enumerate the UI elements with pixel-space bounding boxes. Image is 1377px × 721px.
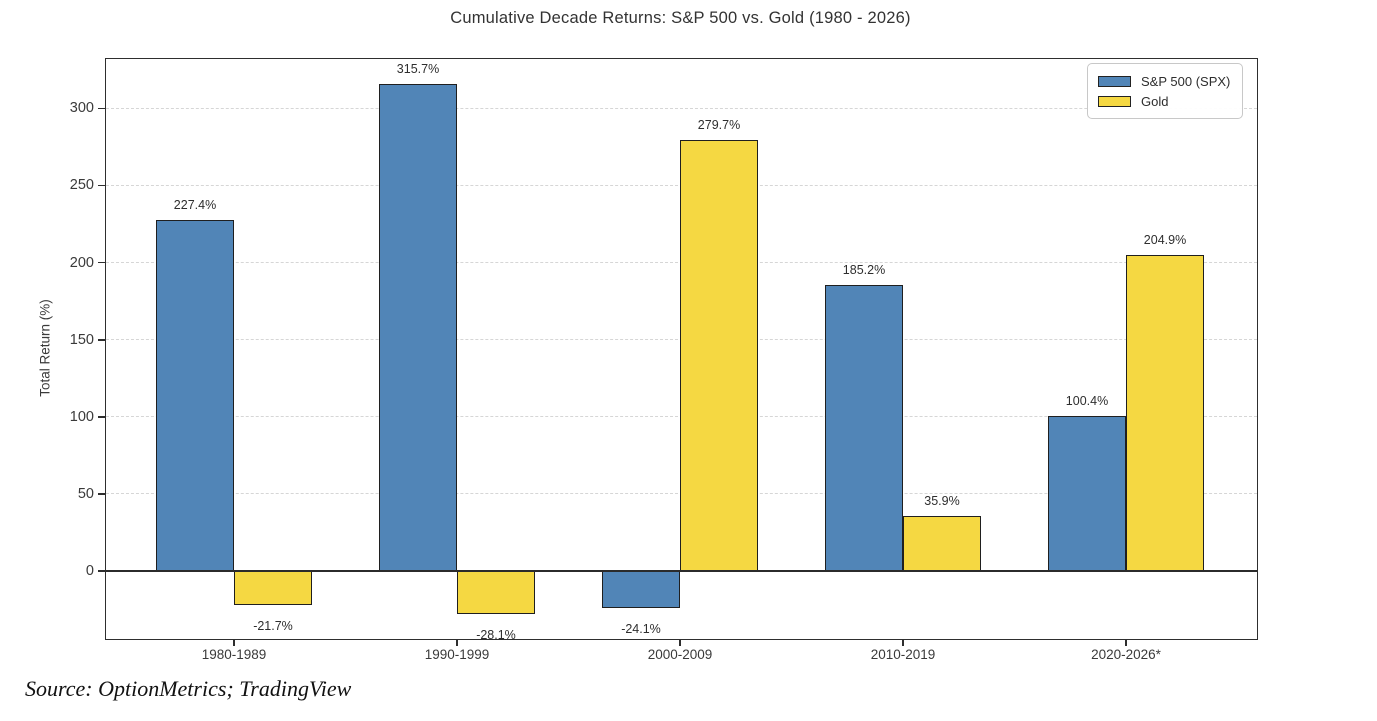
x-tick-mark-1990-1999 [456, 639, 458, 646]
s-p-500-spx-bar-2000-2009 [602, 571, 680, 609]
x-tick-mark-2000-2009 [679, 639, 681, 646]
s-p-500-spx-value-label-2010-2019: 185.2% [842, 263, 886, 278]
gold-bar-1990-1999 [457, 571, 535, 615]
x-tick-label-2010-2019: 2010-2019 [870, 647, 936, 662]
x-tick-mark-1980-1989 [233, 639, 235, 646]
source-note: Source: OptionMetrics; TradingView [25, 676, 352, 701]
legend-label-sp500: S&P 500 (SPX) [1141, 73, 1231, 89]
y-tick-label-300: 300 [69, 100, 94, 117]
s-p-500-spx-bar-2020-2026 [1048, 416, 1126, 572]
s-p-500-spx-bar-2010-2019 [825, 285, 903, 572]
y-tick-mark-300 [98, 107, 106, 110]
y-tick-label-0: 0 [85, 563, 94, 580]
x-tick-mark-2020-2026 [1125, 639, 1127, 646]
gold-value-label-2020-2026: 204.9% [1143, 233, 1187, 248]
s-p-500-spx-value-label-1990-1999: 315.7% [396, 62, 440, 77]
gold-bar-2010-2019 [903, 515, 981, 572]
gold-bar-1980-1989 [234, 571, 312, 605]
gold-value-label-1990-1999: -28.1% [476, 628, 516, 643]
y-axis-label: Total Return (%) [37, 299, 53, 397]
s-p-500-spx-bar-1990-1999 [379, 84, 457, 572]
x-tick-label-1980-1989: 1980-1989 [201, 647, 267, 662]
s-p-500-spx-bar-1980-1989 [156, 220, 234, 572]
y-tick-label-100: 100 [69, 408, 94, 425]
y-tick-label-150: 150 [69, 331, 94, 348]
x-tick-label-2020-2026: 2020-2026* [1091, 647, 1161, 662]
legend: S&P 500 (SPX) Gold [1087, 63, 1244, 119]
y-tick-label-200: 200 [69, 254, 94, 271]
x-tick-mark-2010-2019 [902, 639, 904, 646]
legend-item-gold: Gold [1098, 91, 1230, 111]
gold-bar-2020-2026 [1126, 255, 1204, 572]
s-p-500-spx-value-label-1980-1989: 227.4% [173, 198, 217, 213]
legend-item-sp500: S&P 500 (SPX) [1098, 71, 1230, 91]
y-tick-mark-50 [98, 493, 106, 495]
zero-axis-line [106, 570, 1257, 573]
gold-value-label-1980-1989: -21.7% [253, 618, 293, 633]
plot-area: 0 50 100 150 200 250 300 1980-1989 227.4% -21.7% 1… [70, 58, 1258, 662]
y-tick-mark-200 [98, 261, 106, 264]
legend-label-gold: Gold [1141, 93, 1169, 109]
chart-title: Cumulative Decade Returns: S&P 500 vs. G… [450, 9, 911, 27]
y-tick-label-250: 250 [69, 177, 94, 194]
x-tick-label-2000-2009: 2000-2009 [647, 647, 713, 662]
y-tick-mark-250 [98, 184, 106, 187]
y-tick-mark-0 [98, 570, 106, 572]
legend-swatch-gold-icon [1098, 95, 1131, 107]
gold-value-label-2010-2019: 35.9% [924, 493, 960, 508]
legend-swatch-sp500-icon [1098, 75, 1131, 87]
y-tick-mark-100 [98, 416, 106, 418]
s-p-500-spx-value-label-2000-2009: -24.1% [621, 622, 661, 637]
s-p-500-spx-value-label-2020-2026: 100.4% [1065, 394, 1109, 409]
gold-bar-2000-2009 [680, 139, 758, 572]
x-tick-label-1990-1999: 1990-1999 [424, 647, 490, 662]
gridline-300 [106, 107, 1257, 109]
gold-value-label-2000-2009: 279.7% [697, 117, 741, 132]
y-tick-mark-150 [98, 338, 106, 341]
y-tick-label-50: 50 [77, 486, 94, 502]
